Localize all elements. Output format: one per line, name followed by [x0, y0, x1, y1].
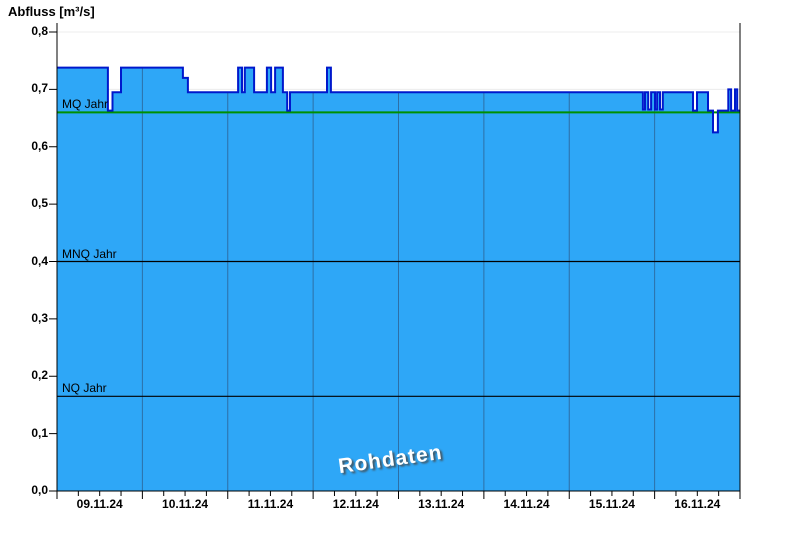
discharge-chart-figure: Abfluss [m³/s] 0,0 0,1 0,2 0,3 0,4 0,5 0,6 0,7 0…	[8, 4, 741, 511]
discharge-area-chart	[49, 23, 741, 499]
